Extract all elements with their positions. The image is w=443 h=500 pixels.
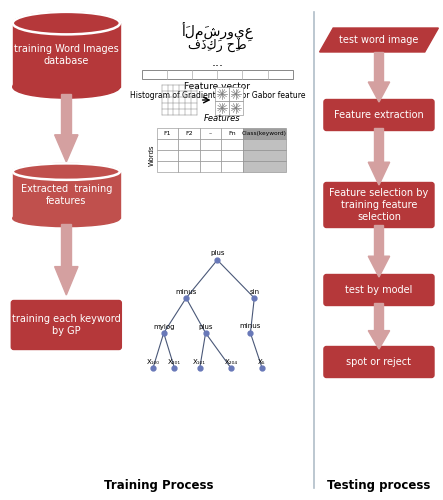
Ellipse shape [13, 76, 120, 98]
Bar [13, 172, 120, 218]
Ellipse shape [13, 164, 120, 180]
Bar [62, 94, 71, 135]
Text: minus: minus [240, 324, 261, 330]
Text: test by model: test by model [345, 285, 413, 295]
Bar [374, 128, 384, 162]
Ellipse shape [13, 210, 120, 226]
Bar [243, 128, 287, 139]
FancyBboxPatch shape [11, 300, 121, 350]
Text: sin: sin [249, 288, 259, 294]
FancyBboxPatch shape [324, 346, 434, 378]
Bar [179, 161, 200, 172]
Text: X₁₀₀: X₁₀₀ [147, 358, 159, 364]
Text: Training Process: Training Process [104, 479, 214, 492]
Bar [229, 87, 243, 101]
Polygon shape [54, 266, 78, 295]
Bar [200, 128, 221, 139]
Text: أَلمَشرويع: أَلمَشرويع [181, 22, 253, 38]
Bar [179, 128, 200, 139]
Bar [157, 150, 179, 161]
Text: Extracted  training
features: Extracted training features [21, 184, 112, 206]
Text: Feature vector: Feature vector [184, 82, 250, 91]
Bar [374, 303, 384, 330]
Text: training Word Images
database: training Word Images database [14, 44, 119, 66]
Text: plus: plus [198, 324, 213, 330]
Ellipse shape [13, 12, 120, 34]
Text: F1: F1 [164, 131, 171, 136]
Bar [243, 161, 287, 172]
Bar [13, 23, 120, 87]
Text: Feature extraction: Feature extraction [334, 110, 424, 120]
Bar [374, 225, 384, 256]
Text: Feature selection by
training feature
selection: Feature selection by training feature se… [329, 188, 428, 222]
Bar [200, 150, 221, 161]
Polygon shape [368, 256, 390, 277]
Text: Class(keyword): Class(keyword) [242, 131, 287, 136]
Text: فَذِكَر حِطَ: فَذِكَر حِطَ [188, 38, 247, 52]
Text: mylog: mylog [153, 324, 175, 330]
Bar [215, 101, 229, 115]
FancyBboxPatch shape [324, 100, 434, 130]
Bar [374, 52, 384, 82]
Bar [221, 128, 243, 139]
Text: plus: plus [210, 250, 225, 256]
Bar [200, 161, 221, 172]
Text: –: – [209, 131, 212, 136]
Text: Features: Features [203, 114, 240, 123]
Text: F2: F2 [185, 131, 193, 136]
Bar [229, 101, 243, 115]
Text: spot or reject: spot or reject [346, 357, 412, 367]
Bar [200, 139, 221, 150]
Polygon shape [368, 162, 390, 185]
Text: Testing process: Testing process [327, 479, 431, 492]
Text: X₅: X₅ [258, 358, 266, 364]
Polygon shape [319, 28, 439, 52]
Bar [243, 150, 287, 161]
Polygon shape [368, 82, 390, 102]
Bar [221, 150, 243, 161]
Bar [221, 139, 243, 150]
Text: test word image: test word image [339, 35, 419, 45]
Text: Histogram of Gradient(HOG) or Gabor feature: Histogram of Gradient(HOG) or Gabor feat… [129, 91, 305, 100]
Text: training each keyword
by GP: training each keyword by GP [12, 314, 120, 336]
Polygon shape [54, 135, 78, 162]
Text: minus: minus [175, 288, 197, 294]
Text: ...: ... [211, 56, 223, 68]
Text: X₁₀₁: X₁₀₁ [193, 358, 206, 364]
Bar [62, 224, 71, 266]
Text: Fn: Fn [228, 131, 236, 136]
Bar [179, 139, 200, 150]
FancyBboxPatch shape [324, 182, 434, 228]
Bar [221, 161, 243, 172]
Bar [157, 161, 179, 172]
FancyBboxPatch shape [324, 274, 434, 306]
Text: X₂₀₁: X₂₀₁ [168, 358, 181, 364]
Bar [157, 128, 179, 139]
Bar [215, 87, 229, 101]
Bar [243, 139, 287, 150]
Text: X₂₀₄: X₂₀₄ [224, 358, 237, 364]
Bar [179, 150, 200, 161]
Text: Words: Words [149, 145, 155, 166]
Bar [157, 139, 179, 150]
Polygon shape [368, 330, 390, 349]
Bar [142, 70, 293, 79]
